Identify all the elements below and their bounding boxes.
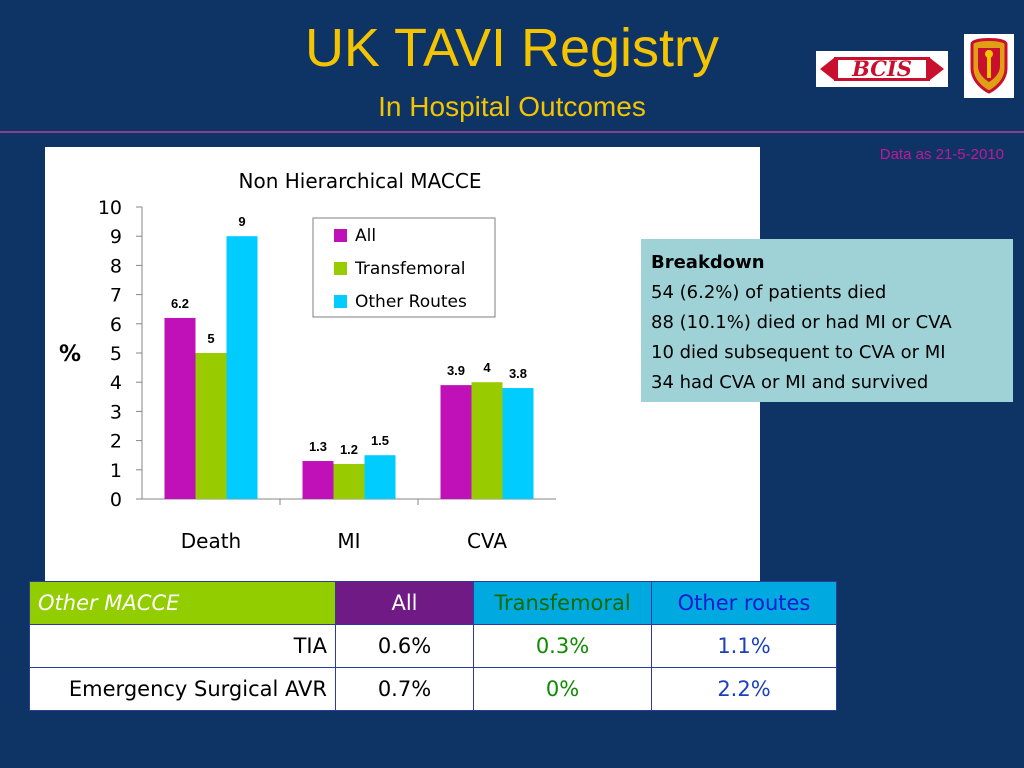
page-title: UK TAVI Registry (304, 18, 720, 78)
legend-label: Transfemoral (354, 259, 465, 279)
bcis-logo-text: BCIS (851, 56, 912, 81)
table-row: Emergency Surgical AVR 0.7% 0% 2.2% (29, 667, 837, 711)
bar-all (164, 317, 196, 499)
y-tick-label: 5 (110, 343, 122, 365)
breakdown-line: 54 (6.2%) of patients died (651, 282, 887, 303)
bar-value-label: 9 (238, 214, 245, 229)
y-tick-label: 8 (110, 255, 122, 277)
header-other-routes: Other routes (651, 581, 837, 625)
row-label: TIA (29, 624, 336, 668)
chart-legend: All Transfemoral Other Routes (312, 217, 496, 318)
breakdown-heading: Breakdown (651, 252, 765, 273)
row-transfemoral: 0% (473, 667, 652, 711)
y-tick-label: 1 (110, 460, 122, 482)
legend-swatch (334, 295, 347, 308)
header-all: All (335, 581, 474, 625)
bar-value-label: 5 (207, 331, 214, 346)
y-tick-label: 2 (110, 431, 122, 453)
bar-transfemoral (333, 463, 365, 499)
x-category-label: CVA (467, 529, 507, 553)
bar-all (440, 385, 472, 499)
row-other-routes: 2.2% (651, 667, 837, 711)
row-other-routes: 1.1% (651, 624, 837, 668)
header-transfemoral: Transfemoral (473, 581, 652, 625)
crest-logo (964, 34, 1014, 98)
breakdown-box: Breakdown 54 (6.2%) of patients died 88 … (641, 239, 1013, 402)
bar-value-label: 1.2 (340, 442, 358, 457)
bar-other-routes (502, 388, 534, 499)
page-subtitle: In Hospital Outcomes (378, 91, 646, 122)
bar-transfemoral (471, 382, 503, 499)
row-transfemoral: 0.3% (473, 624, 652, 668)
bar-value-label: 3.8 (509, 366, 527, 381)
x-category-label: MI (337, 529, 360, 553)
bar-value-label: 1.5 (371, 433, 389, 448)
legend-label: Other Routes (355, 292, 467, 312)
row-label: Emergency Surgical AVR (29, 667, 336, 711)
legend-label: All (355, 226, 376, 246)
title-rule (0, 131, 1024, 133)
data-as-note: Data as 21-5-2010 (879, 146, 1004, 163)
other-macce-table: Other MACCE All Transfemoral Other route… (29, 581, 837, 711)
bcis-logo: BCIS (816, 51, 948, 87)
macce-chart: Non Hierarchical MACCE % 0 1 2 3 4 5 6 7 8 9 10 6.… (59, 169, 556, 553)
breakdown-line: 34 had CVA or MI and survived (651, 372, 929, 393)
bar-other-routes (226, 236, 258, 499)
y-axis-label: % (59, 342, 81, 367)
y-tick-label: 9 (110, 226, 122, 248)
header-other-macce: Other MACCE (29, 581, 336, 625)
table-header-row: Other MACCE All Transfemoral Other route… (29, 581, 837, 625)
row-all: 0.7% (335, 667, 474, 711)
bar-value-label: 4 (483, 360, 491, 375)
table-row: TIA 0.6% 0.3% 1.1% (29, 624, 837, 668)
legend-swatch (334, 262, 347, 275)
y-tick-label: 6 (110, 314, 122, 336)
bar-value-label: 3.9 (447, 363, 465, 378)
y-tick-label: 4 (110, 372, 122, 394)
y-tick-label: 7 (110, 285, 122, 307)
y-tick-label: 3 (110, 401, 122, 423)
x-category-label: Death (181, 529, 241, 553)
chart-title: Non Hierarchical MACCE (239, 169, 482, 193)
y-tick-label: 10 (98, 197, 122, 219)
bar-value-label: 1.3 (309, 439, 327, 454)
bar-value-label: 6.2 (171, 296, 189, 311)
y-tick-label: 0 (110, 489, 122, 511)
breakdown-line: 10 died subsequent to CVA or MI (651, 342, 946, 363)
breakdown-line: 88 (10.1%) died or had MI or CVA (651, 312, 952, 333)
bar-other-routes (364, 455, 396, 499)
row-all: 0.6% (335, 624, 474, 668)
bar-all (302, 461, 334, 499)
legend-swatch (334, 229, 347, 242)
chart-panel: Non Hierarchical MACCE % 0 1 2 3 4 5 6 7 8 9 10 6.… (45, 147, 760, 583)
bar-transfemoral (195, 353, 227, 499)
